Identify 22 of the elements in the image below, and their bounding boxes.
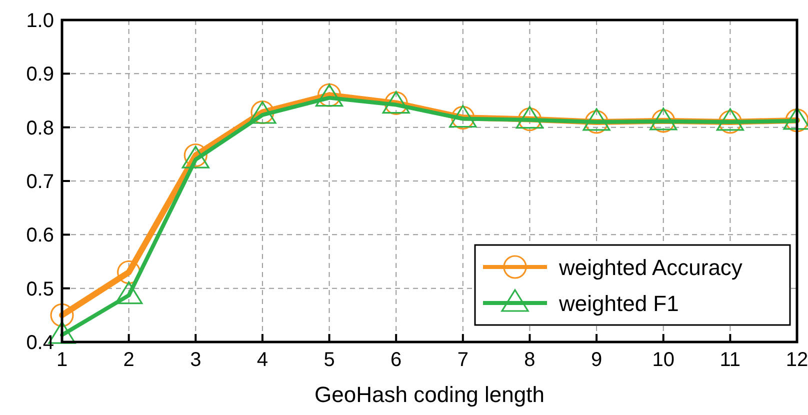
- x-tick-label: 10: [652, 349, 674, 371]
- x-tick-label: 7: [457, 349, 468, 371]
- x-tick-label: 8: [524, 349, 536, 371]
- legend-label: weighted Accuracy: [558, 255, 742, 280]
- y-tick-label: 0.7: [26, 171, 54, 193]
- x-tick-label: 5: [324, 349, 335, 371]
- x-axis-title: GeoHash coding length: [314, 382, 544, 407]
- x-tick-label: 12: [786, 349, 808, 371]
- y-tick-label: 0.8: [26, 117, 54, 140]
- x-tick-label: 3: [190, 349, 202, 371]
- x-tick-label: 1: [56, 349, 68, 371]
- x-tick-label: 6: [390, 349, 402, 371]
- legend-label: weighted F1: [558, 291, 679, 316]
- y-tick-label: 0.5: [26, 278, 54, 300]
- x-tick-label: 9: [590, 349, 602, 371]
- y-tick-label: 0.6: [26, 224, 54, 247]
- y-tick-label: 0.4: [26, 332, 54, 354]
- x-tick-label: 2: [123, 349, 134, 371]
- y-tick-label: 1.0: [26, 10, 54, 32]
- x-tick-label: 4: [256, 349, 268, 371]
- y-tick-label: 0.9: [26, 64, 54, 86]
- x-tick-label: 11: [720, 349, 741, 371]
